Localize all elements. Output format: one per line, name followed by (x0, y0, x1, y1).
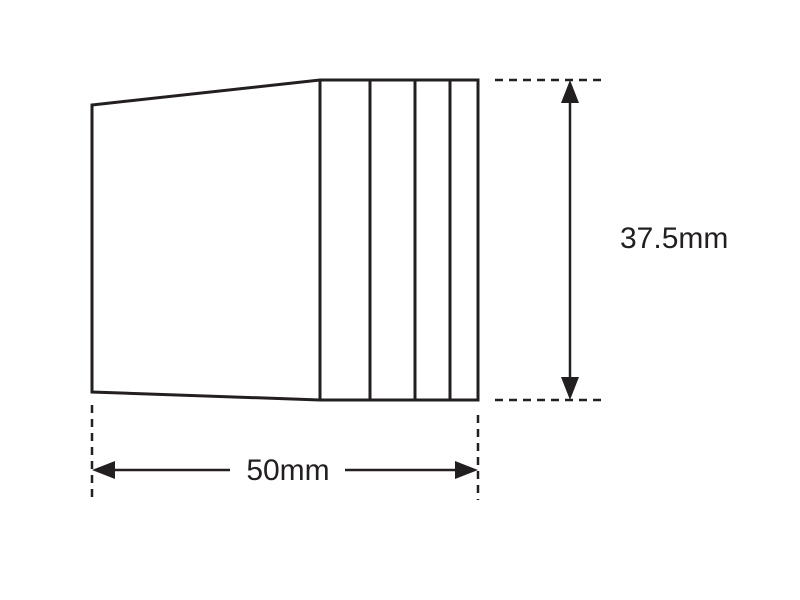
part-outline (92, 80, 478, 400)
width-arrowhead-left (92, 461, 115, 479)
width-label: 50mm (246, 454, 329, 487)
height-arrowhead-top (561, 80, 579, 103)
technical-drawing: 50mm 37.5mm (0, 0, 800, 600)
height-label: 37.5mm (620, 222, 728, 255)
height-dimension: 37.5mm (495, 80, 728, 400)
width-dimension: 50mm (92, 405, 478, 500)
width-arrowhead-right (455, 461, 478, 479)
height-arrowhead-bottom (561, 377, 579, 400)
part-body (92, 80, 478, 400)
